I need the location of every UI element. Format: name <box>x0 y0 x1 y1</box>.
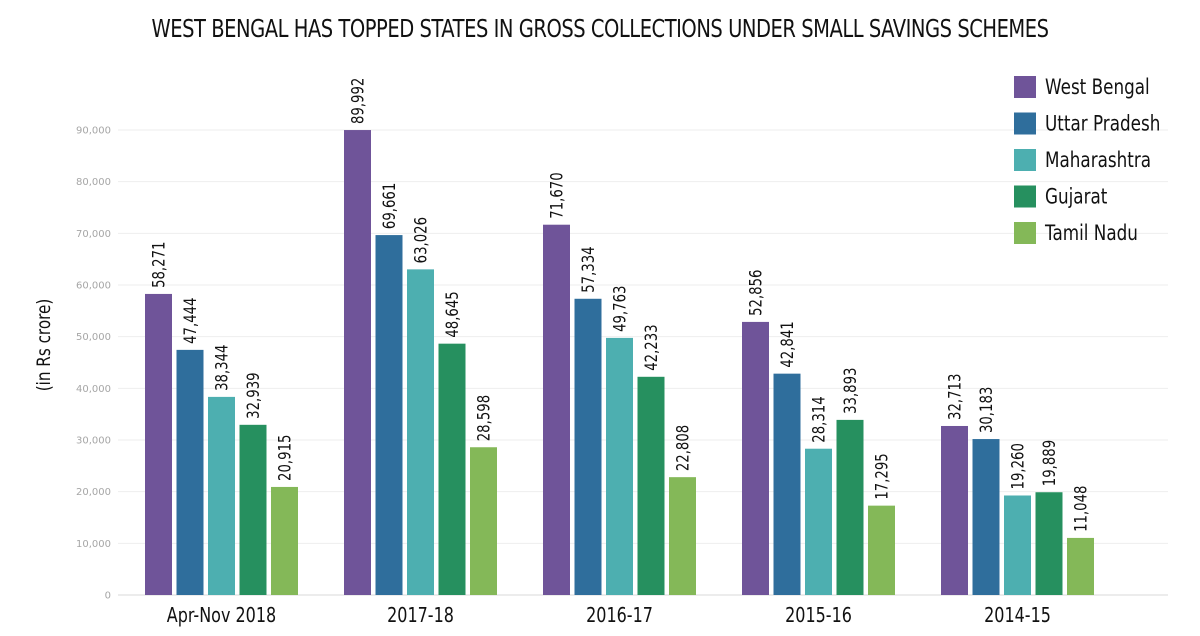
data-label: 38,344 <box>212 345 232 391</box>
bar <box>438 343 466 595</box>
data-label: 71,670 <box>547 172 567 218</box>
bar <box>344 130 371 596</box>
bar <box>574 298 602 595</box>
legend-swatch <box>1014 76 1036 98</box>
bar <box>239 424 267 595</box>
legend-label: Uttar Pradesh <box>1045 112 1160 136</box>
category-label: 2017-18 <box>387 604 454 627</box>
category-label: Apr-Nov 2018 <box>167 604 276 627</box>
bar <box>543 224 570 595</box>
data-label: 63,026 <box>411 217 431 263</box>
y-tick-label: 10,000 <box>76 539 111 550</box>
data-label: 17,295 <box>872 453 892 499</box>
y-axis-title: (in Rs crore) <box>33 299 55 392</box>
bar <box>742 321 769 595</box>
legend-swatch <box>1014 149 1036 171</box>
legend-swatch <box>1014 185 1036 208</box>
data-label: 30,183 <box>976 387 996 433</box>
bar <box>805 448 832 595</box>
y-tick-label: 80,000 <box>76 177 111 188</box>
data-label: 19,889 <box>1039 440 1059 486</box>
category-label: 2015-16 <box>785 604 852 627</box>
y-tick-label: 50,000 <box>76 332 111 343</box>
bar <box>176 349 204 595</box>
data-label: 11,048 <box>1071 486 1091 532</box>
category-label: 2016-17 <box>586 604 653 627</box>
data-label: 33,893 <box>840 368 860 414</box>
data-label: 58,271 <box>149 242 169 288</box>
data-label: 32,939 <box>243 372 263 418</box>
bar <box>637 376 665 595</box>
bar <box>1004 495 1031 595</box>
data-label: 69,661 <box>379 183 399 229</box>
y-tick-label: 90,000 <box>76 126 111 137</box>
bar <box>407 269 434 595</box>
y-tick-label: 30,000 <box>76 436 111 447</box>
y-tick-label: 0 <box>105 591 111 602</box>
y-tick-label: 70,000 <box>76 229 111 240</box>
data-label: 42,841 <box>777 321 797 367</box>
data-label: 47,444 <box>180 298 200 344</box>
legend-label: Gujarat <box>1045 185 1107 209</box>
bar <box>606 337 633 595</box>
bar <box>836 419 864 595</box>
chart-title: WEST BENGAL HAS TOPPED STATES IN GROSS C… <box>151 14 1049 43</box>
legend-swatch <box>1014 222 1036 244</box>
data-label: 49,763 <box>610 286 630 332</box>
bar <box>145 293 172 595</box>
data-label: 28,314 <box>809 396 829 442</box>
data-label: 52,856 <box>746 270 766 316</box>
data-label: 28,598 <box>474 395 494 441</box>
bar <box>1035 492 1063 595</box>
data-label: 57,334 <box>578 246 598 292</box>
bar <box>271 486 298 595</box>
bar <box>1067 537 1094 595</box>
bar <box>868 505 895 595</box>
y-tick-label: 20,000 <box>76 487 111 498</box>
bar <box>941 425 968 595</box>
bar <box>773 373 801 595</box>
data-label: 42,233 <box>641 324 661 370</box>
bar <box>669 477 696 595</box>
data-label: 20,915 <box>275 435 295 481</box>
category-label: 2014-15 <box>984 604 1051 627</box>
bar <box>470 447 497 595</box>
legend-label: Maharashtra <box>1045 148 1151 172</box>
y-tick-label: 40,000 <box>76 384 111 395</box>
legend-swatch <box>1014 112 1036 135</box>
data-label: 48,645 <box>442 291 462 337</box>
data-label: 19,260 <box>1008 443 1028 489</box>
bar <box>375 235 403 595</box>
data-label: 22,808 <box>673 425 693 471</box>
bar <box>208 396 235 595</box>
data-label: 89,992 <box>348 78 368 124</box>
bar <box>972 439 1000 595</box>
y-tick-label: 60,000 <box>76 281 111 292</box>
data-label: 32,713 <box>945 374 965 420</box>
legend-label: West Bengal <box>1045 75 1150 99</box>
legend-label: Tamil Nadu <box>1044 221 1138 245</box>
